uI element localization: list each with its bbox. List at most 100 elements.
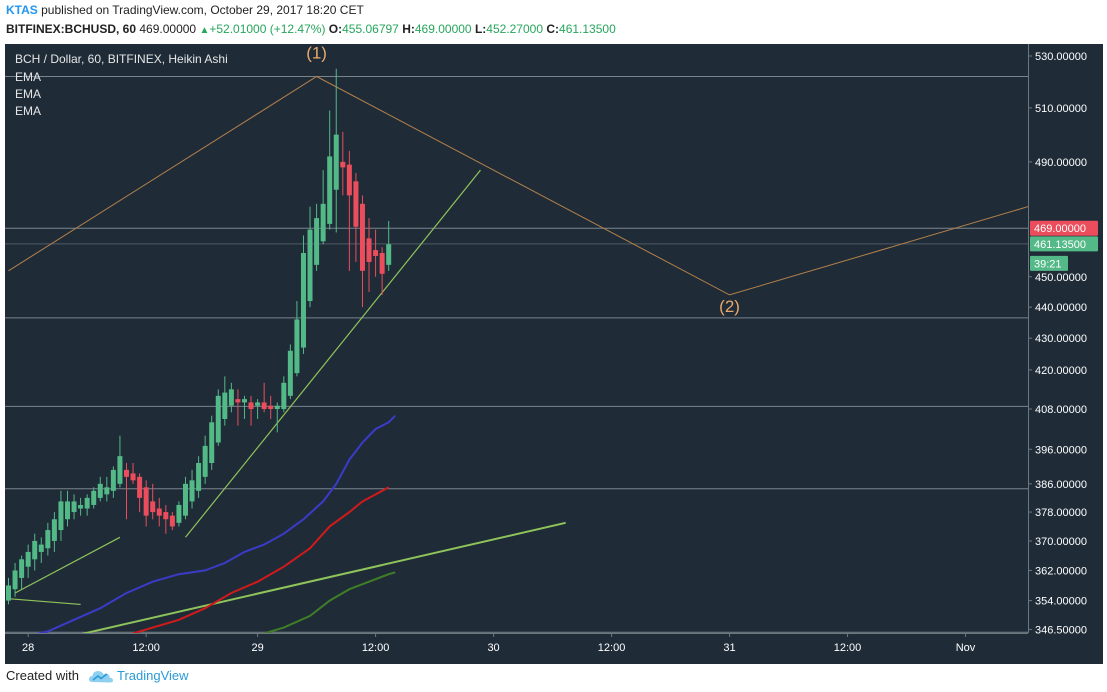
- trendline-support-up: [185, 169, 481, 538]
- candle-body: [91, 490, 97, 505]
- candle: [287, 344, 293, 400]
- candle: [71, 494, 77, 520]
- candle-body: [12, 570, 18, 590]
- candle-body: [248, 402, 254, 410]
- legend-ema-3[interactable]: EMA: [15, 104, 42, 118]
- price-tick-label: 354.00000: [1035, 596, 1087, 608]
- price-chart[interactable]: (1) (2) 530.00000 510.00000 490.00000 450.000…: [5, 44, 1103, 664]
- candle: [196, 456, 202, 498]
- trendline-long-up: [81, 521, 566, 633]
- candle-body: [346, 164, 352, 196]
- time-tick-label: 30: [487, 642, 499, 654]
- candle-body: [366, 238, 372, 262]
- candle-body: [58, 501, 64, 531]
- trendline-early-up: [14, 536, 121, 594]
- price-tick-label: 386.00000: [1035, 479, 1087, 491]
- chart-background: [5, 44, 1103, 664]
- candle: [123, 463, 129, 520]
- tradingview-brand[interactable]: TradingView: [117, 668, 189, 683]
- candle-body: [353, 181, 359, 227]
- candle-body: [320, 203, 326, 242]
- candle: [222, 376, 228, 426]
- candle-body: [241, 399, 247, 403]
- wave-label: (2): [719, 297, 740, 316]
- price-tag-label: 461.13500: [1034, 239, 1086, 251]
- candle: [84, 494, 90, 516]
- candle: [248, 395, 254, 426]
- candle: [169, 512, 175, 531]
- candle: [156, 497, 162, 527]
- time-tick-label: Nov: [956, 642, 976, 654]
- candle-body: [215, 395, 221, 443]
- candle-body: [327, 156, 333, 224]
- candle-body: [228, 389, 234, 406]
- candle-body: [51, 519, 57, 541]
- candle-body: [255, 402, 261, 406]
- low-label: L:: [474, 22, 487, 36]
- wave-projection-line: [8, 75, 1028, 296]
- price-tick-label: 378.00000: [1035, 507, 1087, 519]
- candle: [163, 504, 169, 534]
- high-label: H:: [402, 22, 415, 36]
- candle-body: [294, 319, 300, 374]
- price-tick-label: 510.00000: [1035, 103, 1087, 115]
- chart-header: KTAS published on TradingView.com, Octob…: [0, 0, 1107, 42]
- candle-body: [117, 456, 123, 484]
- candle: [268, 395, 274, 419]
- chart-area[interactable]: (1) (2) 530.00000 510.00000 490.00000 450.000…: [5, 44, 1103, 664]
- candle: [386, 221, 392, 271]
- candle: [182, 476, 188, 520]
- price-tick-label: 396.00000: [1035, 444, 1087, 456]
- legend-ema-1[interactable]: EMA: [15, 70, 42, 84]
- candle: [294, 301, 300, 377]
- candle-body: [25, 551, 31, 567]
- candle-body: [156, 508, 162, 516]
- price-tick-label: 490.00000: [1035, 157, 1087, 169]
- candle: [58, 490, 64, 541]
- candle: [241, 395, 247, 419]
- close-label: C:: [546, 22, 560, 36]
- high-value: 469.00000: [414, 22, 472, 36]
- open-value: 455.06797: [342, 22, 399, 36]
- candle: [235, 389, 241, 426]
- candle-body: [38, 544, 44, 552]
- price-tag: [1030, 255, 1068, 271]
- price-tag-label: 39:21: [1034, 258, 1062, 270]
- up-arrow-icon: ▲: [199, 25, 210, 36]
- candle: [340, 131, 346, 196]
- candle: [130, 463, 136, 484]
- created-with-label: Created with: [6, 668, 79, 683]
- candle: [255, 399, 261, 419]
- tradingview-cloud-icon[interactable]: [88, 667, 114, 687]
- candle-body: [64, 501, 70, 520]
- wave-label: (1): [306, 44, 327, 62]
- candle-body: [287, 350, 293, 396]
- candle-body: [373, 250, 379, 256]
- price-tick-label: 440.00000: [1035, 302, 1087, 314]
- candle: [64, 490, 70, 527]
- author-name[interactable]: KTAS: [6, 3, 38, 17]
- candle-body: [78, 504, 84, 509]
- candle-body: [379, 253, 385, 274]
- candle: [261, 382, 267, 413]
- candle-body: [130, 473, 136, 481]
- candle: [327, 110, 333, 230]
- candle-body: [359, 203, 365, 271]
- candle-body: [235, 399, 241, 403]
- candle: [228, 382, 234, 413]
- candle-body: [97, 483, 103, 498]
- candle-body: [104, 487, 110, 495]
- candle: [281, 376, 287, 413]
- candle-body: [222, 392, 228, 419]
- ema-line-1: [36, 414, 396, 633]
- candle-body: [314, 218, 320, 265]
- candle: [19, 555, 25, 590]
- candle: [143, 480, 149, 527]
- candle: [359, 195, 365, 308]
- candle: [78, 497, 84, 516]
- candle-body: [32, 540, 38, 560]
- time-tick-label: 12:00: [362, 642, 390, 654]
- candle: [45, 522, 51, 556]
- price-tag-label: 469.00000: [1034, 223, 1086, 235]
- legend-ema-2[interactable]: EMA: [15, 87, 42, 101]
